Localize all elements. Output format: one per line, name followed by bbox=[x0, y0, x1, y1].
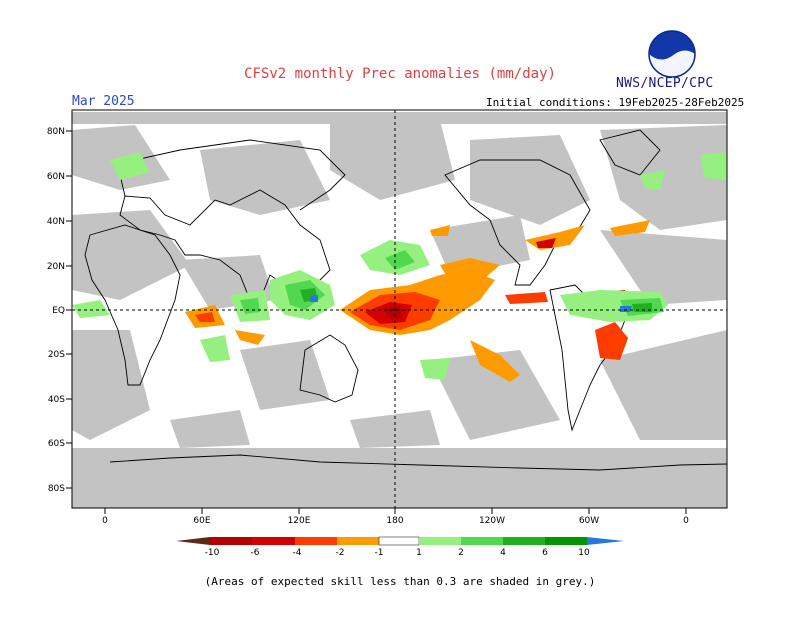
chart-title: CFSv2 monthly Prec anomalies (mm/day) bbox=[244, 66, 556, 82]
lat-labels: 80N 60N 40N 20N EQ 20S 40S 60S 80S bbox=[47, 127, 65, 494]
colorbar-label: -10 bbox=[205, 548, 220, 558]
lon-label: 60W bbox=[579, 516, 599, 526]
colorbar: -10 -6 -4 -2 -1 1 2 4 6 10 bbox=[176, 536, 624, 558]
lon-label: 0 bbox=[102, 516, 108, 526]
colorbar-label: 1 bbox=[416, 548, 422, 558]
colorbar-swatch bbox=[378, 536, 420, 546]
lon-label: 180 bbox=[386, 516, 403, 526]
lat-label: 40N bbox=[47, 217, 65, 227]
colorbar-low-arrow bbox=[176, 537, 210, 545]
lat-label: 80N bbox=[47, 127, 65, 137]
lat-label: EQ bbox=[52, 306, 65, 316]
north-america-outline bbox=[444, 159, 591, 286]
lon-label: 0 bbox=[683, 516, 689, 526]
colorbar-label: 6 bbox=[542, 548, 548, 558]
land-outlines bbox=[84, 129, 727, 471]
wet-anomalies bbox=[72, 152, 727, 380]
lat-label: 20S bbox=[48, 350, 65, 360]
lat-label: 60S bbox=[48, 439, 65, 449]
africa-outline bbox=[84, 224, 181, 386]
colorbar-swatch bbox=[419, 537, 461, 545]
colorbar-high-arrow bbox=[587, 537, 624, 545]
forecast-month: Mar 2025 bbox=[72, 94, 135, 109]
lon-label: 60E bbox=[193, 516, 210, 526]
lat-label: 80S bbox=[48, 484, 65, 494]
lat-label: 40S bbox=[48, 395, 65, 405]
colorbar-swatch bbox=[545, 537, 587, 545]
colorbar-label: -6 bbox=[251, 548, 260, 558]
lon-labels: 0 60E 120E 180 120W 60W 0 bbox=[102, 516, 689, 526]
colorbar-swatch bbox=[210, 537, 252, 545]
colorbar-swatch bbox=[295, 537, 337, 545]
antarctica-outline bbox=[109, 454, 727, 471]
initial-conditions: Initial conditions: 19Feb2025-28Feb2025 bbox=[486, 96, 745, 109]
lat-label: 60N bbox=[47, 172, 65, 182]
greenland-outline bbox=[599, 129, 661, 176]
colorbar-label: 4 bbox=[500, 548, 506, 558]
map-content bbox=[72, 112, 727, 508]
lat-label: 20N bbox=[47, 262, 65, 272]
colorbar-swatch bbox=[503, 537, 545, 545]
colorbar-label: -1 bbox=[375, 548, 384, 558]
low-skill-mask bbox=[72, 112, 727, 508]
lon-label: 120E bbox=[288, 516, 311, 526]
tick-marks bbox=[66, 130, 687, 514]
colorbar-label: 2 bbox=[458, 548, 464, 558]
lon-label: 120W bbox=[479, 516, 505, 526]
australia-outline bbox=[299, 334, 359, 403]
colorbar-label: -4 bbox=[293, 548, 302, 558]
skill-note: (Areas of expected skill less than 0.3 a… bbox=[204, 575, 596, 588]
map-frame bbox=[71, 109, 728, 509]
agency-label: NWS/NCEP/CPC bbox=[616, 76, 714, 91]
colorbar-label: 10 bbox=[578, 548, 590, 558]
colorbar-swatch bbox=[461, 537, 503, 545]
colorbar-swatch bbox=[337, 537, 379, 545]
colorbar-label: -2 bbox=[336, 548, 345, 558]
noaa-logo-icon bbox=[648, 30, 696, 78]
colorbar-swatch bbox=[252, 537, 295, 545]
